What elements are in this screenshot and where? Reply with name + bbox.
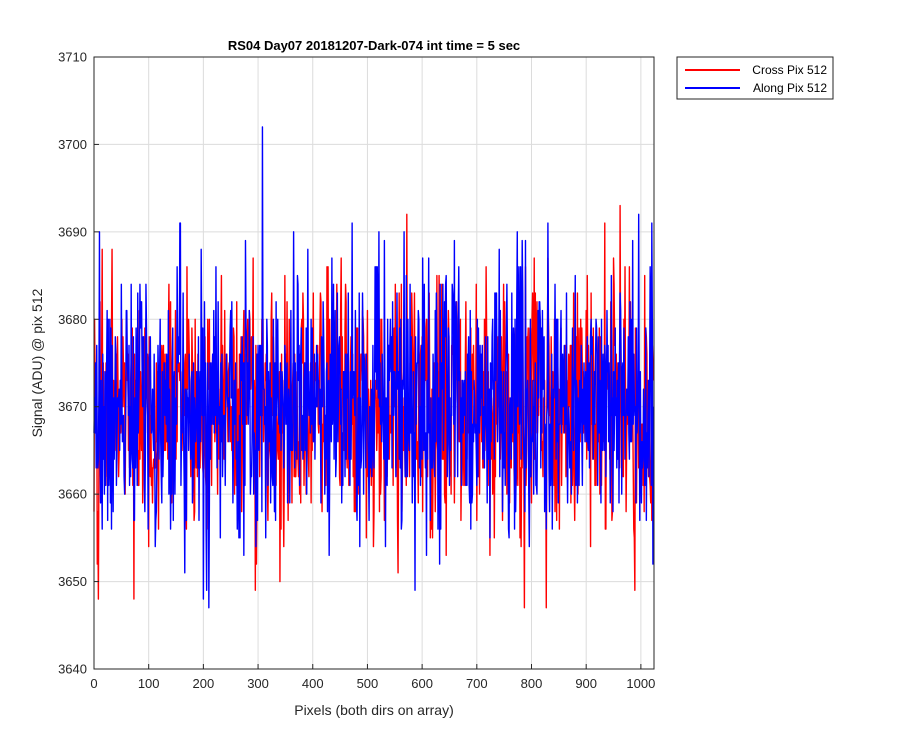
x-tick-label: 800 (521, 676, 543, 691)
ticks (93, 56, 642, 670)
y-tick-label: 3690 (58, 224, 87, 239)
y-tick-label: 3650 (58, 574, 87, 589)
y-tick-label: 3660 (58, 487, 87, 502)
y-tick-label: 3700 (58, 137, 87, 152)
x-tick-label: 900 (575, 676, 597, 691)
legend-label-along: Along Pix 512 (753, 81, 827, 95)
x-tick-label: 0 (90, 676, 97, 691)
tick-labels: 0 100 200 300 400 500 600 700 800 900 1000 3640 3650… (58, 50, 655, 692)
x-tick-label: 500 (357, 676, 379, 691)
y-tick-label: 3680 (58, 312, 87, 327)
legend-label-cross: Cross Pix 512 (752, 63, 827, 77)
x-tick-label: 1000 (626, 676, 655, 691)
series-line-along-pix-512 (93, 126, 655, 609)
x-tick-label: 600 (411, 676, 433, 691)
legend: Cross Pix 512 Along Pix 512 (676, 56, 834, 100)
x-tick-label: 200 (193, 676, 215, 691)
y-axis-label: Signal (ADU) @ pix 512 (29, 288, 45, 437)
x-tick-label: 700 (466, 676, 488, 691)
x-tick-label: 300 (247, 676, 269, 691)
x-axis-label: Pixels (both dirs on array) (294, 702, 454, 718)
y-tick-label: 3670 (58, 399, 87, 414)
series-layer (93, 126, 655, 609)
y-tick-label: 3640 (58, 662, 87, 677)
x-tick-label: 100 (138, 676, 160, 691)
plot-frame (93, 56, 655, 670)
x-tick-label: 400 (302, 676, 324, 691)
chart-title: RS04 Day07 20181207-Dark-074 int time = … (228, 38, 520, 53)
legend-box (676, 56, 834, 100)
y-tick-label: 3710 (58, 50, 87, 65)
